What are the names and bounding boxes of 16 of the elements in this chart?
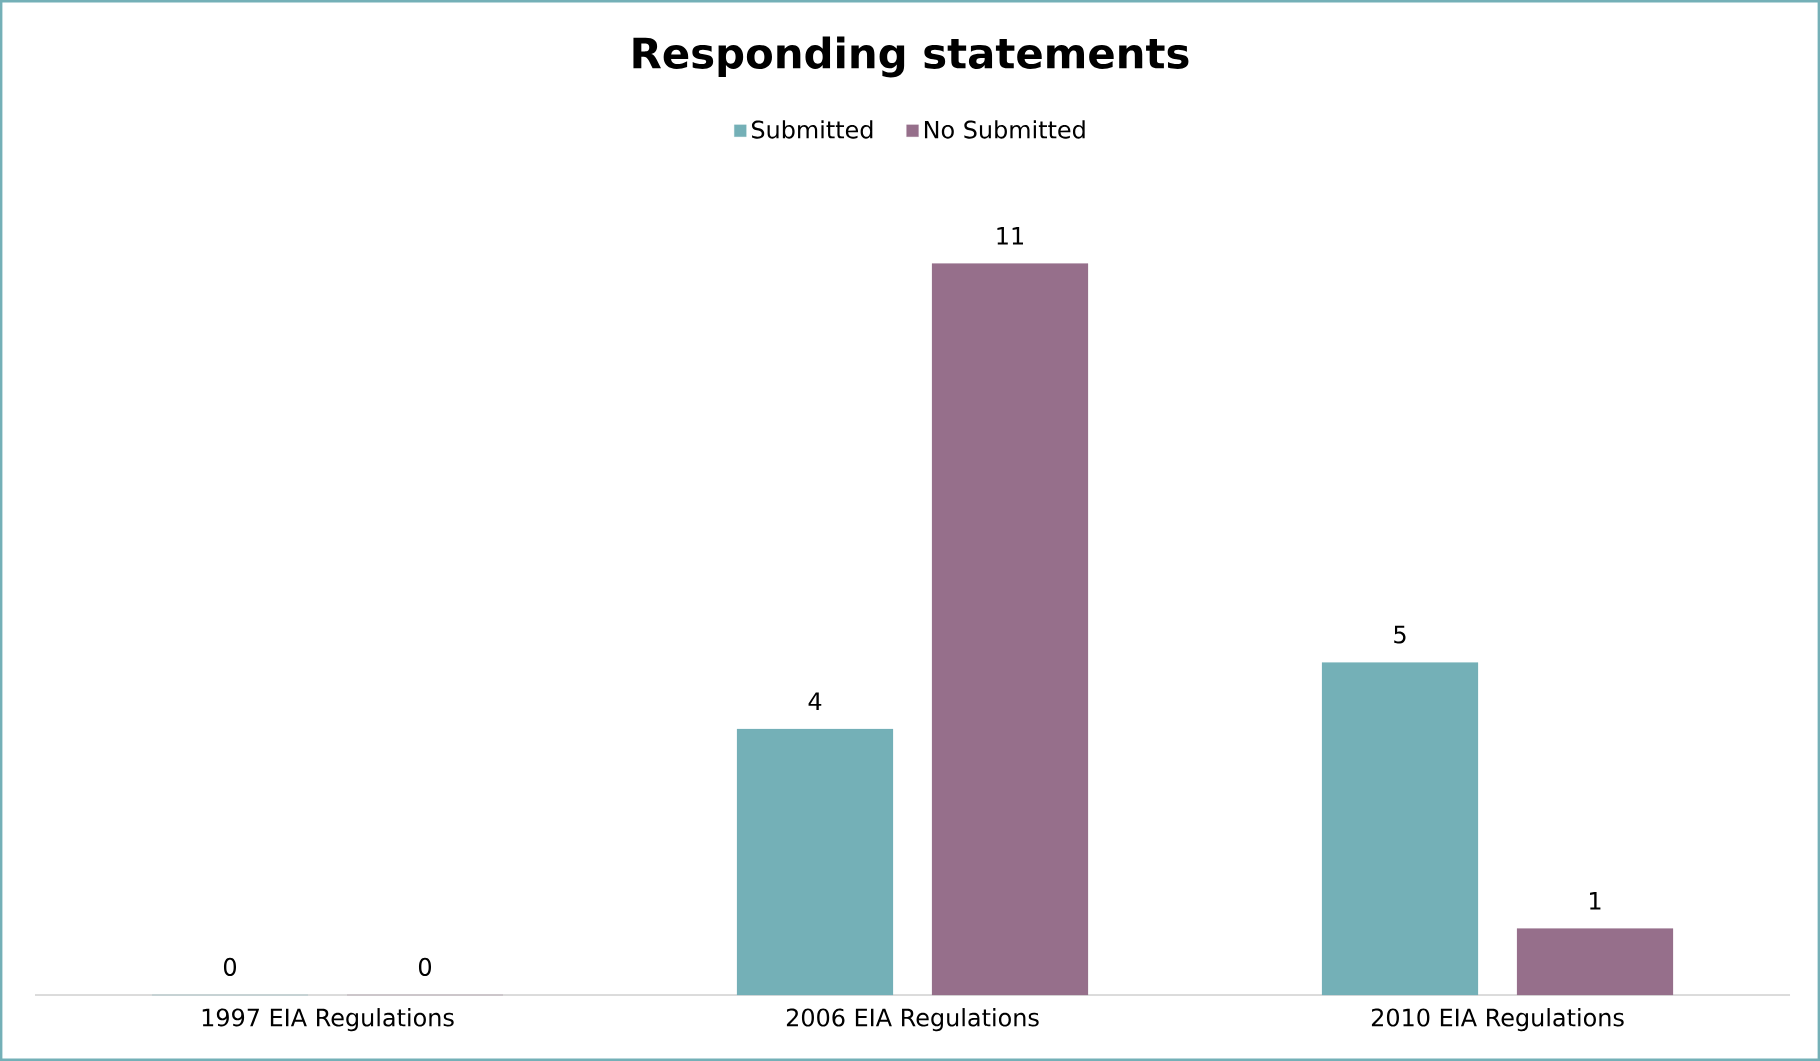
x-tick-label: 2010 EIA Regulations [1371, 1008, 1624, 1032]
data-label: 4 [808, 692, 822, 710]
data-label: 11 [997, 227, 1023, 245]
data-label: 1 [1590, 892, 1601, 910]
x-tick-label: 2006 EIA Regulations [786, 1008, 1039, 1032]
legend-label: Submitted [751, 120, 873, 139]
chart-title: Responding statements [633, 36, 1189, 78]
bar [931, 263, 1089, 996]
bar [1516, 928, 1674, 996]
x-tick-label: 1997 EIA Regulations [202, 1008, 454, 1032]
data-label: 0 [418, 957, 432, 976]
bar [736, 728, 894, 996]
data-label: 0 [223, 957, 237, 976]
legend-label: No Submitted [924, 120, 1085, 139]
bar [1321, 662, 1479, 996]
data-label: 5 [1394, 625, 1406, 644]
